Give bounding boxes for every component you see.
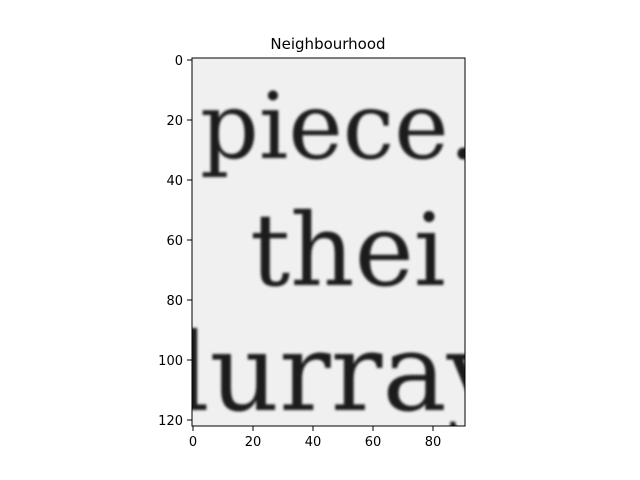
x-tick-label: 20: [245, 435, 262, 450]
y-tick-label: 20: [166, 114, 183, 129]
x-axis: 0 20 40 60 80: [189, 426, 441, 450]
x-tick-label: 0: [189, 435, 197, 450]
y-axis: 0 20 40 60 80 100 120: [158, 54, 192, 429]
y-tick-label: 0: [175, 54, 183, 69]
y-tick-label: 100: [158, 354, 183, 369]
image-patch: piece. thei lurray: [175, 58, 508, 436]
text-line-1: piece.: [200, 73, 478, 180]
text-line-2: thei: [250, 192, 446, 309]
x-tick-label: 60: [365, 435, 382, 450]
text-line-3: lurray: [175, 311, 508, 436]
plot-title: Neighbourhood: [270, 35, 385, 53]
x-tick-label: 40: [305, 435, 322, 450]
y-tick-label: 60: [166, 234, 183, 249]
y-tick-label: 40: [166, 174, 183, 189]
x-tick-label: 80: [425, 435, 442, 450]
y-tick-label: 80: [166, 294, 183, 309]
y-tick-label: 120: [158, 414, 183, 429]
